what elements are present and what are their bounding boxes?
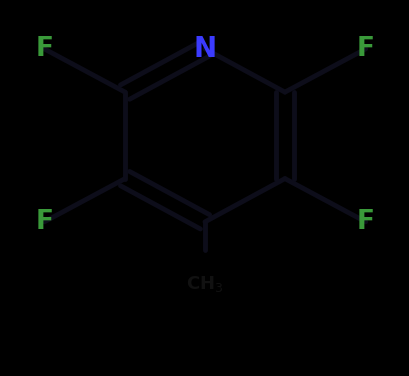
Text: F: F xyxy=(356,209,374,235)
Text: F: F xyxy=(356,36,374,62)
Text: F: F xyxy=(35,209,53,235)
Text: N: N xyxy=(193,35,216,63)
Text: CH$_3$: CH$_3$ xyxy=(186,274,223,294)
Text: F: F xyxy=(35,36,53,62)
